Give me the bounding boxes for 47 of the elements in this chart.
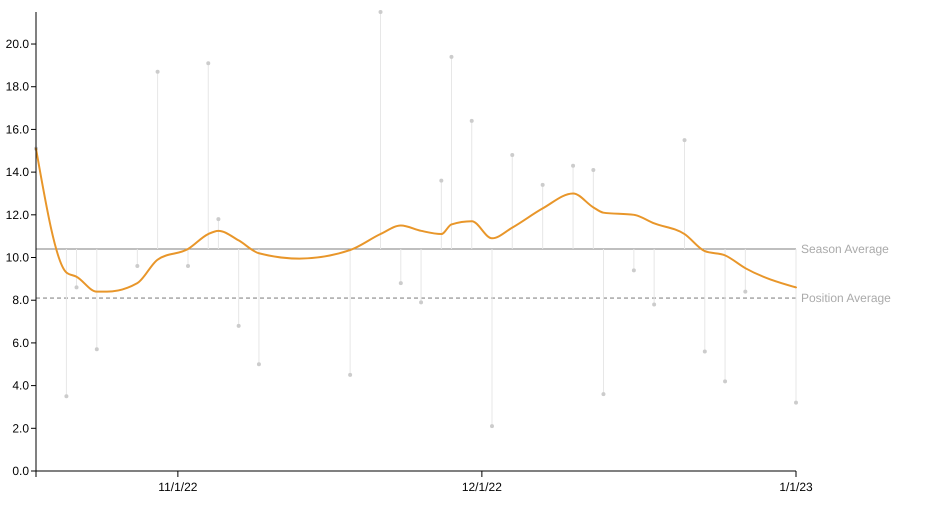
point — [449, 54, 454, 59]
y-tick-label: 10.0 — [6, 250, 30, 265]
point — [439, 178, 444, 183]
point — [702, 349, 707, 354]
point — [510, 153, 514, 158]
point — [652, 302, 656, 306]
point — [156, 70, 160, 74]
point — [743, 290, 748, 294]
point — [632, 268, 636, 272]
y-tick-label: 8.0 — [12, 293, 30, 308]
ref-line-label: Season Average — [801, 242, 890, 256]
point — [398, 281, 403, 286]
point — [591, 168, 596, 172]
point — [216, 217, 220, 222]
point — [490, 424, 494, 428]
point — [348, 372, 352, 377]
point — [723, 379, 728, 384]
point — [470, 118, 474, 123]
y-tick-label: 16.0 — [6, 122, 30, 136]
y-tick-label: 6.0 — [12, 336, 30, 350]
line-series — [35, 148, 797, 293]
point — [206, 61, 210, 66]
point — [94, 347, 99, 352]
point — [601, 392, 606, 396]
y-tick-label: 12.0 — [6, 208, 30, 222]
point — [540, 182, 545, 187]
point — [186, 264, 190, 268]
point — [135, 264, 140, 268]
y-tick-label: 4.0 — [12, 378, 30, 393]
point — [256, 362, 261, 366]
ref-line-label: Position Average — [801, 291, 892, 306]
x-tick-label: 12/1/22 — [462, 480, 502, 494]
y-tick-label: 18.0 — [6, 80, 30, 94]
point — [64, 394, 68, 398]
point — [419, 300, 424, 304]
x-tick-label: 1/1/23 — [779, 480, 813, 494]
y-tick-label: 2.0 — [12, 421, 30, 436]
y-tick-label: 0.0 — [12, 464, 30, 478]
point — [794, 400, 798, 405]
x-tick-label: 11/1/22 — [158, 480, 198, 494]
point — [682, 138, 687, 142]
point — [378, 10, 383, 14]
point — [236, 324, 241, 328]
y-tick-label: 20.0 — [6, 37, 30, 52]
point — [74, 285, 79, 290]
point — [571, 164, 576, 168]
y-tick-label: 14.0 — [6, 165, 30, 180]
